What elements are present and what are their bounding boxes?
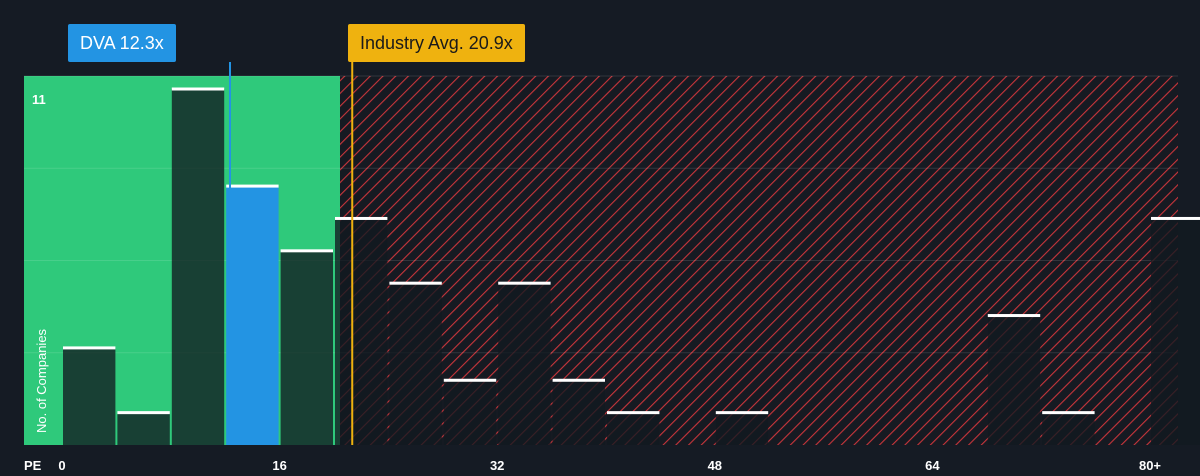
y-tick-label: 11 [32,92,46,107]
histogram-bar [443,380,497,445]
histogram-bar [1042,412,1095,445]
histogram-bar [117,412,170,445]
histogram-bars [63,87,1200,445]
bar-cap [63,346,116,350]
histogram-bar [552,380,605,445]
x-axis: PE 0 16 32 48 64 80+ [24,458,1161,473]
company-pe-callout: DVA 12.3x [68,24,176,62]
bar-cap [715,411,769,415]
bar-cap [335,216,388,220]
histogram-bar [335,218,388,445]
x-axis-label: PE [24,458,42,473]
x-tick-label: 64 [925,458,940,473]
histogram-bar [171,89,225,445]
bar-cap [1151,216,1200,220]
histogram-bar [1151,218,1200,445]
histogram-bar [63,347,116,445]
bar-cap [552,378,605,382]
x-tick-label: 0 [58,458,65,473]
bar-cap [607,411,660,415]
histogram-bar [987,315,1041,445]
bar-cap [1042,411,1095,415]
x-tick-label: 80+ [1139,458,1161,473]
y-axis-label: No. of Companies [34,328,49,433]
bar-cap [280,249,333,253]
bar-cap [117,411,170,415]
histogram-bar [389,283,442,445]
industry-average-callout: Industry Avg. 20.9x [348,24,525,62]
histogram-bar [715,412,769,445]
company-bar [226,186,279,445]
histogram-bar [607,412,660,445]
x-tick-label: 48 [708,458,722,473]
bar-cap [226,184,279,188]
bar-cap [987,314,1041,318]
x-tick-label: 32 [490,458,504,473]
histogram-bar [498,283,551,445]
bar-cap [498,281,551,285]
bar-cap [389,281,442,285]
bar-cap [443,378,497,382]
x-tick-label: 16 [272,458,286,473]
bar-cap [171,87,225,91]
histogram-bar [280,250,333,445]
